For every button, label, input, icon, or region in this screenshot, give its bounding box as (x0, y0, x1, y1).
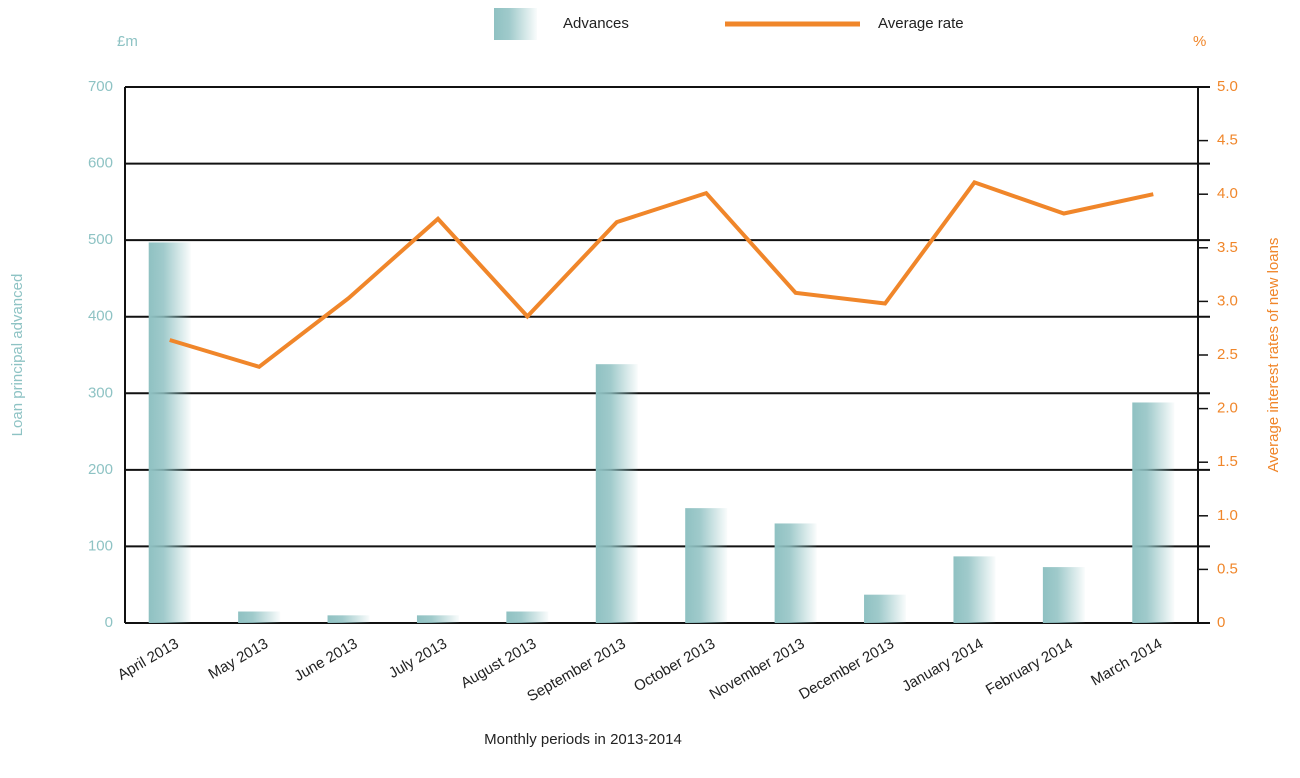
y-tick-label: 700 (88, 78, 113, 95)
x-tick-label: July 2013 (386, 635, 450, 682)
y-tick-label: 600 (88, 155, 113, 172)
legend-label: Average rate (878, 15, 964, 32)
y2-axis-title: Average interest rates of new loans (1265, 238, 1282, 473)
bar (416, 615, 459, 623)
y2-tick-label: 2.5 (1217, 346, 1238, 363)
y2-tick-label: 0 (1217, 614, 1225, 631)
y2-tick-label: 4.5 (1217, 132, 1238, 149)
bar (238, 611, 281, 623)
x-tick-label: February 2014 (983, 635, 1076, 699)
y2-tick-label: 4.0 (1217, 185, 1238, 202)
x-axis-title: Monthly periods in 2013-2014 (484, 731, 682, 748)
bar (595, 364, 638, 623)
x-tick-label: November 2013 (707, 635, 808, 703)
x-tick-label: August 2013 (458, 635, 539, 692)
y-tick-label: 400 (88, 308, 113, 325)
bar (148, 242, 191, 623)
bar (327, 615, 370, 623)
y2-tick-label: 0.5 (1217, 560, 1238, 577)
y-tick-label: 500 (88, 231, 113, 248)
y-tick-label: 300 (88, 384, 113, 401)
y2-unit: % (1193, 33, 1206, 50)
y2-tick-label: 3.0 (1217, 292, 1238, 309)
bar (685, 508, 728, 623)
bar (864, 594, 907, 623)
x-tick-label: March 2014 (1088, 635, 1165, 689)
x-tick-label: May 2013 (206, 635, 272, 683)
y2-tick-label: 1.0 (1217, 507, 1238, 524)
y2-tick-label: 5.0 (1217, 78, 1238, 95)
x-tick-label: January 2014 (899, 635, 986, 695)
x-tick-label: September 2013 (524, 635, 629, 705)
legend-swatch (494, 8, 537, 40)
bar (506, 611, 549, 623)
y-tick-label: 200 (88, 461, 113, 478)
y-tick-label: 0 (105, 614, 113, 631)
x-tick-label: December 2013 (796, 635, 897, 703)
x-tick-label: June 2013 (291, 635, 360, 685)
y-axis-title: Loan principal advanced (9, 274, 26, 437)
y-tick-label: 100 (88, 537, 113, 554)
x-tick-label: April 2013 (115, 635, 182, 683)
rate-line (169, 180, 1154, 370)
legend-label: Advances (563, 15, 629, 32)
y2-tick-label: 2.0 (1217, 400, 1238, 417)
x-tick-label: October 2013 (631, 635, 718, 695)
y2-tick-label: 3.5 (1217, 239, 1238, 256)
bar (953, 556, 996, 623)
bar (774, 523, 817, 623)
bar (1042, 567, 1085, 623)
y-unit: £m (117, 33, 138, 50)
bar (1132, 402, 1175, 623)
y2-tick-label: 1.5 (1217, 453, 1238, 470)
